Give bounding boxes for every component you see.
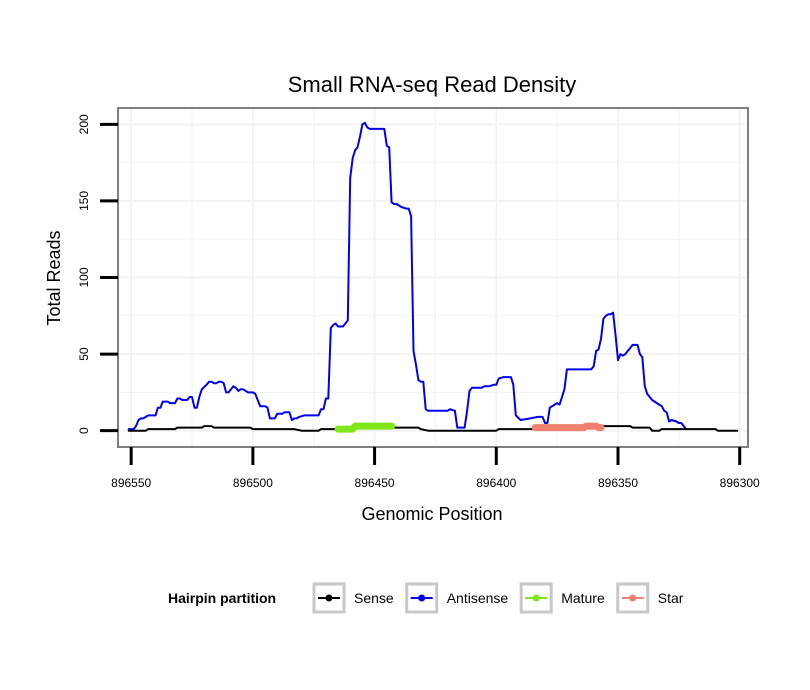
legend-key-point xyxy=(629,594,637,602)
x-tick-label: 896350 xyxy=(598,476,638,490)
y-tick-label: 0 xyxy=(77,427,91,434)
legend-key-point xyxy=(418,594,426,602)
chart-title: Small RNA-seq Read Density xyxy=(288,72,577,97)
y-tick-label: 50 xyxy=(77,347,91,361)
x-tick-label: 896550 xyxy=(111,476,151,490)
x-tick-label: 896450 xyxy=(355,476,395,490)
legend-label-star: Star xyxy=(658,590,684,606)
y-axis-title: Total Reads xyxy=(44,230,64,325)
y-tick-label: 150 xyxy=(77,191,91,211)
legend-title: Hairpin partition xyxy=(168,590,276,606)
legend-label-sense: Sense xyxy=(354,590,394,606)
y-tick-label: 100 xyxy=(77,267,91,287)
legend-label-mature: Mature xyxy=(561,590,605,606)
legend-label-antisense: Antisense xyxy=(447,590,509,606)
x-axis-title: Genomic Position xyxy=(361,504,502,524)
legend-key-point xyxy=(532,594,540,602)
x-tick-label: 896400 xyxy=(476,476,516,490)
series-line-sense xyxy=(127,425,739,432)
series-line-star xyxy=(531,422,605,432)
legend: Hairpin partition Sense Antisense Mature St… xyxy=(168,582,684,614)
y-axis: 0 50 100 150 200 xyxy=(77,114,118,434)
series-layer xyxy=(127,121,739,433)
grid xyxy=(119,109,747,446)
y-tick-label: 200 xyxy=(77,114,91,134)
x-tick-label: 896500 xyxy=(233,476,273,490)
series-line-mature xyxy=(334,422,396,433)
series-line-antisense xyxy=(127,121,688,431)
x-tick-label: 896300 xyxy=(720,476,760,490)
legend-key-point xyxy=(325,594,333,602)
x-axis: 896550 896500 896450 896400 896350 896300 xyxy=(111,447,760,490)
